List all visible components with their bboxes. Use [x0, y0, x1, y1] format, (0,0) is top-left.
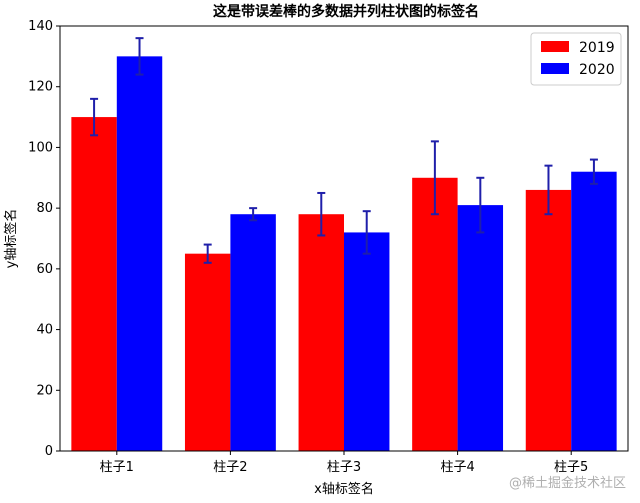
x-tick-label-2: 柱子2	[213, 460, 247, 475]
watermark: @稀土掘金技术社区	[508, 476, 626, 491]
error-bars-layer	[90, 37, 598, 264]
bar-2019-3	[298, 214, 344, 451]
bar-2019-2	[184, 253, 231, 451]
y-tick-label-80: 80	[36, 201, 53, 216]
x-tick-label-4: 柱子4	[440, 460, 474, 475]
x-tick-label-1: 柱子1	[100, 460, 134, 475]
y-tick-label-100: 100	[28, 140, 53, 155]
bar-2019-5	[525, 189, 572, 451]
y-axis-title: y轴标签名	[3, 209, 19, 269]
y-tick-label-60: 60	[36, 262, 53, 277]
bar-2020-3	[344, 232, 390, 451]
x-axis: 柱子1 柱子2 柱子3 柱子4 柱子5	[100, 451, 588, 475]
x-axis-title: x轴标签名	[314, 481, 374, 497]
bar-2020-4	[457, 205, 504, 451]
legend-label-2020: 2020	[579, 62, 615, 78]
y-tick-label-20: 20	[36, 383, 53, 398]
bar-2019-1	[71, 117, 117, 452]
bars-layer	[71, 56, 617, 452]
y-tick-label-120: 120	[28, 80, 53, 95]
chart-title: 这是带误差棒的多数据并列柱状图的标签名	[213, 3, 479, 20]
y-axis: 0 20 40 60 80 100 120 140	[28, 19, 60, 459]
x-tick-label-3: 柱子3	[327, 460, 361, 475]
bar-2020-2	[230, 214, 276, 451]
bar-2019-4	[412, 177, 458, 452]
x-tick-label-5: 柱子5	[554, 460, 588, 475]
legend-label-2019: 2019	[579, 40, 615, 56]
y-tick-label-0: 0	[45, 444, 53, 459]
legend: 2019 2020	[530, 32, 622, 86]
y-tick-label-40: 40	[36, 323, 53, 338]
bar-2020-5	[571, 171, 617, 451]
y-tick-label-140: 140	[28, 19, 53, 34]
bar-2020-1	[116, 56, 163, 451]
legend-swatch-2020	[541, 63, 569, 74]
legend-swatch-2019	[541, 41, 569, 52]
